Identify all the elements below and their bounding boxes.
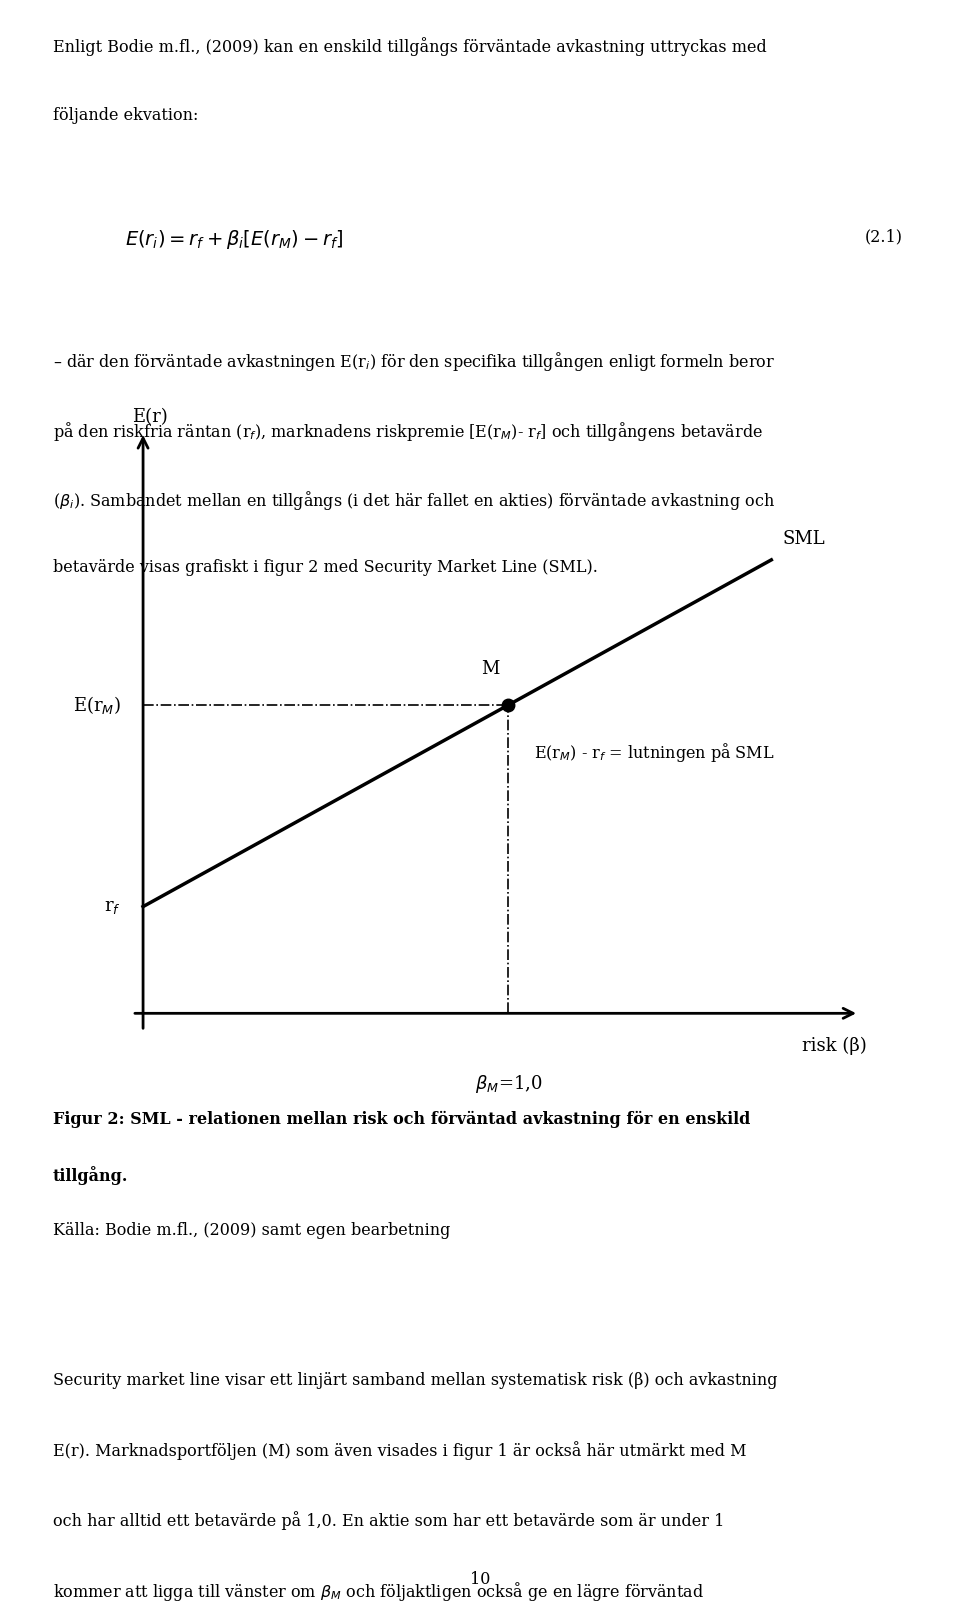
Text: risk (β): risk (β): [802, 1036, 866, 1056]
Text: – där den förväntade avkastningen E(r$_i$) för den specifika tillgången enligt f: – där den förväntade avkastningen E(r$_i…: [53, 349, 775, 374]
Text: Källa: Bodie m.fl., (2009) samt egen bearbetning: Källa: Bodie m.fl., (2009) samt egen bea…: [53, 1222, 450, 1239]
Text: M: M: [481, 660, 499, 678]
Text: SML: SML: [782, 530, 825, 548]
Text: Enligt Bodie m.fl., (2009) kan en enskild tillgångs förväntade avkastning uttryc: Enligt Bodie m.fl., (2009) kan en enskil…: [53, 37, 766, 57]
Text: (2.1): (2.1): [864, 228, 902, 246]
Text: r$_f$: r$_f$: [105, 897, 121, 915]
Text: E(r$_M$) - r$_f$ = lutningen på SML: E(r$_M$) - r$_f$ = lutningen på SML: [534, 741, 775, 763]
Text: Security market line visar ett linjärt samband mellan systematisk risk (β) och a: Security market line visar ett linjärt s…: [53, 1371, 778, 1389]
Text: kommer att ligga till vänster om $\beta_M$ och följaktligen också ge en lägre fö: kommer att ligga till vänster om $\beta_…: [53, 1580, 704, 1602]
Text: Figur 2: SML - relationen mellan risk och förväntad avkastning för en enskild: Figur 2: SML - relationen mellan risk oc…: [53, 1111, 750, 1129]
Text: och har alltid ett betavärde på 1,0. En aktie som har ett betavärde som är under: och har alltid ett betavärde på 1,0. En …: [53, 1510, 724, 1530]
Text: E(r): E(r): [132, 409, 168, 427]
Text: 10: 10: [469, 1570, 491, 1588]
Text: tillgång.: tillgång.: [53, 1166, 129, 1185]
Text: ($\beta_i$). Sambandet mellan en tillgångs (i det här fallet en akties) förvänta: ($\beta_i$). Sambandet mellan en tillgån…: [53, 488, 775, 513]
Text: $\beta$$_M$=1,0: $\beta$$_M$=1,0: [474, 1072, 542, 1095]
Text: E(r$_M$): E(r$_M$): [73, 694, 121, 716]
Text: $E(r_i) = r_f + \beta_i\left[E(r_M) - r_f\right]$: $E(r_i) = r_f + \beta_i\left[E(r_M) - r_…: [125, 228, 344, 251]
Text: E(r). Marknadsportföljen (M) som även visades i figur 1 är också här utmärkt med: E(r). Marknadsportföljen (M) som även vi…: [53, 1441, 746, 1460]
Text: följande ekvation:: följande ekvation:: [53, 107, 198, 125]
Text: på den riskfria räntan (r$_f$), marknadens riskpremie [E(r$_M$)- r$_f$] och till: på den riskfria räntan (r$_f$), marknade…: [53, 420, 763, 443]
Text: betavärde visas grafiskt i figur 2 med Security Market Line (SML).: betavärde visas grafiskt i figur 2 med S…: [53, 559, 598, 576]
